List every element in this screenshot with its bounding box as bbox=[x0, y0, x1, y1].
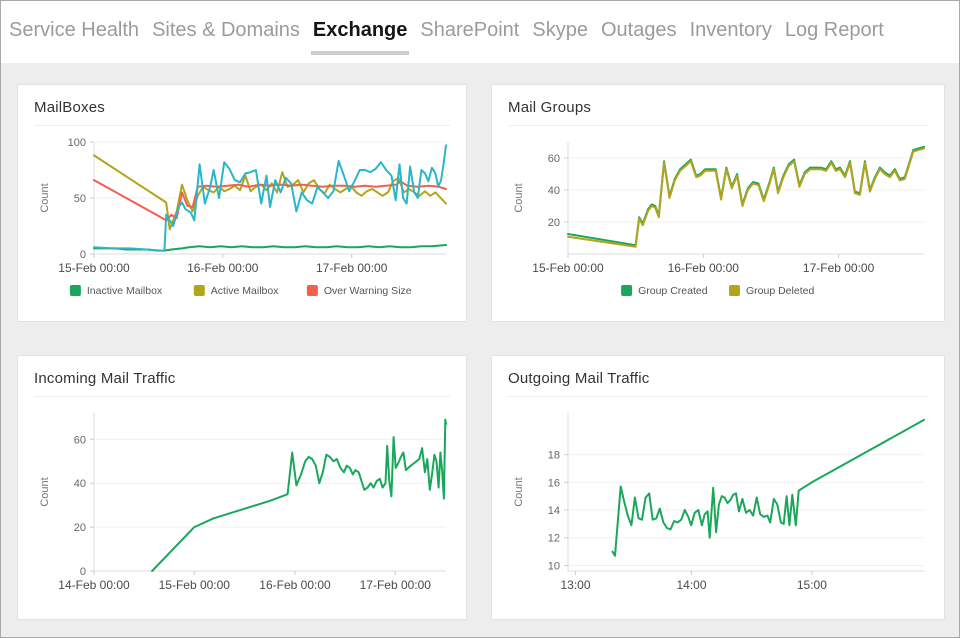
panel-divider bbox=[34, 396, 450, 397]
svg-text:14-Feb 00:00: 14-Feb 00:00 bbox=[58, 578, 130, 592]
outgoing-mail-traffic-chart: 10 12 14 16 18 13:00 14:00 15:00 Count bbox=[508, 401, 928, 610]
svg-text:Count: Count bbox=[39, 183, 51, 212]
svg-text:Group Created: Group Created bbox=[638, 285, 708, 297]
svg-text:10: 10 bbox=[548, 561, 560, 573]
dashboard-grid: MailBoxes 0 50 100 15-Feb 00:00 16-Feb 00:00… bbox=[1, 63, 959, 620]
svg-text:18: 18 bbox=[548, 450, 560, 462]
panel-outgoing-mail-traffic: Outgoing Mail Traffic 10 12 14 16 18 13:00 14:… bbox=[491, 355, 945, 620]
tab-sharepoint[interactable]: SharePoint bbox=[420, 18, 520, 41]
svg-text:Inactive Mailbox: Inactive Mailbox bbox=[87, 285, 163, 297]
tab-bar: Service Health Sites & Domains Exchange Sha… bbox=[1, 1, 959, 63]
svg-text:40: 40 bbox=[548, 185, 560, 197]
svg-text:Active Mailbox: Active Mailbox bbox=[211, 285, 279, 297]
chart-title-mail-groups: Mail Groups bbox=[508, 99, 592, 116]
mail-groups-chart: 20 40 60 15-Feb 00:00 16-Feb 00:00 17-Feb 00:… bbox=[508, 130, 928, 317]
tab-service-health[interactable]: Service Health bbox=[9, 18, 140, 41]
panel-divider bbox=[34, 125, 450, 126]
chart-title-mailboxes: MailBoxes bbox=[34, 99, 105, 116]
svg-text:15-Feb 00:00: 15-Feb 00:00 bbox=[58, 261, 130, 275]
svg-text:Over Warning Size: Over Warning Size bbox=[324, 285, 412, 297]
panel-divider bbox=[508, 125, 928, 126]
line-chart-svg: 0 50 100 15-Feb 00:00 16-Feb 00:00 17-Feb 00:… bbox=[39, 137, 447, 297]
chart-title-outgoing-mail-traffic: Outgoing Mail Traffic bbox=[508, 370, 650, 387]
svg-text:16: 16 bbox=[548, 477, 560, 489]
svg-text:17-Feb 00:00: 17-Feb 00:00 bbox=[360, 578, 432, 592]
svg-text:Count: Count bbox=[513, 183, 525, 212]
tab-outages[interactable]: Outages bbox=[600, 18, 677, 41]
svg-text:Count: Count bbox=[39, 477, 51, 506]
panel-incoming-mail-traffic: Incoming Mail Traffic 0 20 40 60 14-Feb 00:0… bbox=[17, 355, 467, 620]
svg-text:Count: Count bbox=[513, 477, 525, 506]
tab-sites-domains[interactable]: Sites & Domains bbox=[152, 18, 300, 41]
svg-text:13:00: 13:00 bbox=[560, 578, 590, 592]
panel-mail-groups: Mail Groups 20 40 60 15-Feb 00:00 16-Feb 00:… bbox=[491, 84, 945, 322]
chart-title-incoming-mail-traffic: Incoming Mail Traffic bbox=[34, 370, 176, 387]
svg-text:60: 60 bbox=[548, 153, 560, 165]
svg-text:16-Feb 00:00: 16-Feb 00:00 bbox=[187, 261, 259, 275]
mailboxes-chart: 0 50 100 15-Feb 00:00 16-Feb 00:00 17-Feb 00:… bbox=[34, 130, 450, 317]
svg-text:40: 40 bbox=[74, 478, 86, 490]
svg-text:14:00: 14:00 bbox=[676, 578, 706, 592]
svg-text:100: 100 bbox=[68, 137, 86, 149]
svg-text:15-Feb 00:00: 15-Feb 00:00 bbox=[532, 261, 604, 275]
svg-text:Group Deleted: Group Deleted bbox=[746, 285, 814, 297]
line-chart-svg: 0 20 40 60 14-Feb 00:00 15-Feb 00:00 16-Feb 00… bbox=[39, 413, 447, 592]
line-chart-svg: 10 12 14 16 18 13:00 14:00 15:00 Count bbox=[513, 413, 925, 592]
panel-mailboxes: MailBoxes 0 50 100 15-Feb 00:00 16-Feb 00:00… bbox=[17, 84, 467, 322]
panel-divider bbox=[508, 396, 928, 397]
svg-text:14: 14 bbox=[548, 505, 560, 517]
svg-text:60: 60 bbox=[74, 434, 86, 446]
incoming-mail-traffic-chart: 0 20 40 60 14-Feb 00:00 15-Feb 00:00 16-Feb 00… bbox=[34, 401, 450, 610]
svg-text:16-Feb 00:00: 16-Feb 00:00 bbox=[259, 578, 331, 592]
svg-text:17-Feb 00:00: 17-Feb 00:00 bbox=[316, 261, 388, 275]
svg-text:15:00: 15:00 bbox=[797, 578, 827, 592]
tab-inventory[interactable]: Inventory bbox=[689, 18, 772, 41]
svg-text:20: 20 bbox=[548, 217, 560, 229]
line-chart-svg: 20 40 60 15-Feb 00:00 16-Feb 00:00 17-Feb 00:… bbox=[513, 142, 925, 297]
svg-text:16-Feb 00:00: 16-Feb 00:00 bbox=[668, 261, 740, 275]
svg-text:0: 0 bbox=[80, 566, 86, 578]
svg-text:50: 50 bbox=[74, 193, 86, 205]
svg-text:20: 20 bbox=[74, 522, 86, 534]
tab-exchange[interactable]: Exchange bbox=[310, 3, 410, 62]
svg-text:17-Feb 00:00: 17-Feb 00:00 bbox=[803, 261, 875, 275]
svg-text:15-Feb 00:00: 15-Feb 00:00 bbox=[159, 578, 231, 592]
tab-log-report[interactable]: Log Report bbox=[784, 18, 884, 41]
svg-text:0: 0 bbox=[80, 249, 86, 261]
svg-text:12: 12 bbox=[548, 533, 560, 545]
tab-skype[interactable]: Skype bbox=[532, 18, 588, 41]
